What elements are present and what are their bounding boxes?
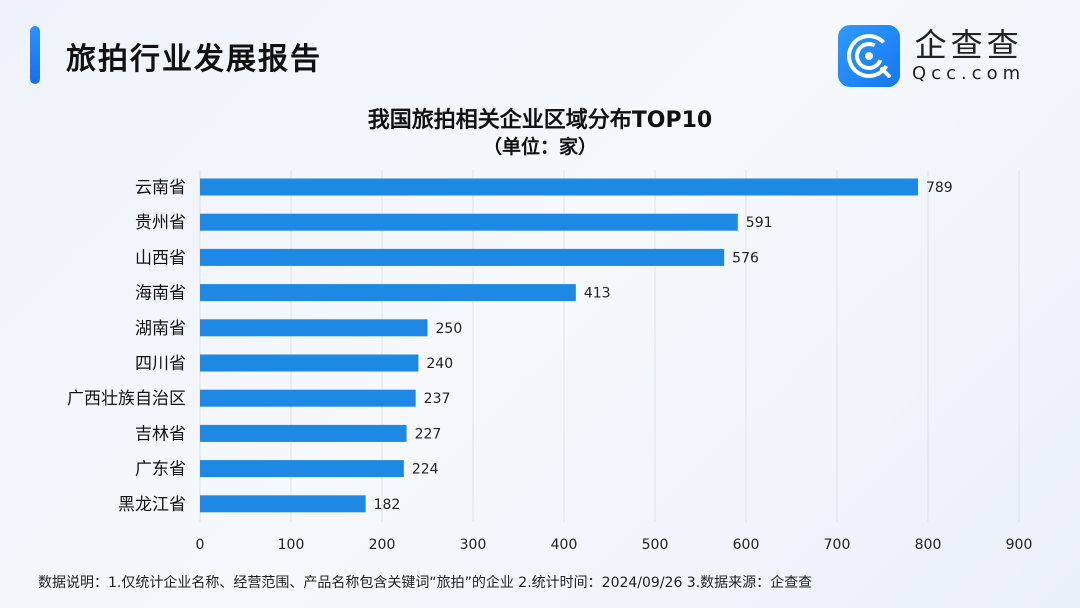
x-tick-label: 0 bbox=[196, 537, 205, 553]
category-label: 湖南省 bbox=[135, 319, 186, 339]
bar bbox=[200, 284, 576, 302]
category-label: 海南省 bbox=[135, 284, 186, 304]
data-label: 240 bbox=[426, 356, 453, 372]
x-tick-label: 200 bbox=[369, 537, 396, 553]
qcc-logo-icon bbox=[838, 25, 900, 87]
bar bbox=[200, 178, 918, 196]
data-label: 237 bbox=[424, 391, 451, 407]
x-tick-label: 700 bbox=[824, 537, 851, 553]
logo-en-text: Qcc.com bbox=[912, 63, 1026, 84]
data-label: 789 bbox=[926, 180, 953, 196]
x-tick-label: 300 bbox=[460, 537, 487, 553]
bar bbox=[200, 248, 725, 266]
data-label: 182 bbox=[374, 497, 401, 513]
data-label: 576 bbox=[732, 250, 759, 266]
bar bbox=[200, 495, 366, 513]
chart-title: 我国旅拍相关企业区域分布TOP10 bbox=[367, 108, 713, 133]
bar bbox=[200, 213, 738, 231]
title-accent-bar bbox=[30, 26, 40, 84]
data-label: 224 bbox=[412, 462, 439, 478]
category-label: 山西省 bbox=[135, 248, 186, 268]
category-label: 广东省 bbox=[135, 460, 186, 480]
x-tick-label: 800 bbox=[915, 537, 942, 553]
category-label: 云南省 bbox=[135, 178, 186, 198]
data-label: 227 bbox=[415, 426, 442, 442]
data-label: 250 bbox=[436, 321, 463, 337]
data-label: 413 bbox=[584, 286, 611, 302]
x-tick-label: 500 bbox=[642, 537, 669, 553]
x-tick-label: 100 bbox=[278, 537, 305, 553]
chart-subtitle: （单位：家） bbox=[482, 136, 597, 158]
bar bbox=[200, 460, 404, 478]
bar bbox=[200, 319, 428, 337]
bar bbox=[200, 424, 407, 442]
bar bbox=[200, 389, 416, 407]
logo-cn-text: 企查查 bbox=[914, 26, 1023, 64]
x-tick-label: 900 bbox=[1006, 537, 1033, 553]
category-label: 黑龙江省 bbox=[118, 495, 186, 515]
category-label: 吉林省 bbox=[135, 424, 186, 444]
category-label: 广西壮族自治区 bbox=[67, 389, 186, 409]
footer-note: 数据说明：1.仅统计企业名称、经营范围、产品名称包含关键词“旅拍”的企业 2.统… bbox=[38, 575, 813, 591]
category-label: 贵州省 bbox=[135, 213, 186, 233]
qcc-logo: 企查查 Qcc.com bbox=[838, 25, 1025, 87]
report-title: 旅拍行业发展报告 bbox=[66, 42, 322, 77]
x-tick-label: 600 bbox=[733, 537, 760, 553]
category-label: 四川省 bbox=[135, 354, 186, 374]
bar bbox=[200, 354, 419, 372]
data-label: 591 bbox=[746, 215, 773, 231]
x-tick-label: 400 bbox=[551, 537, 578, 553]
